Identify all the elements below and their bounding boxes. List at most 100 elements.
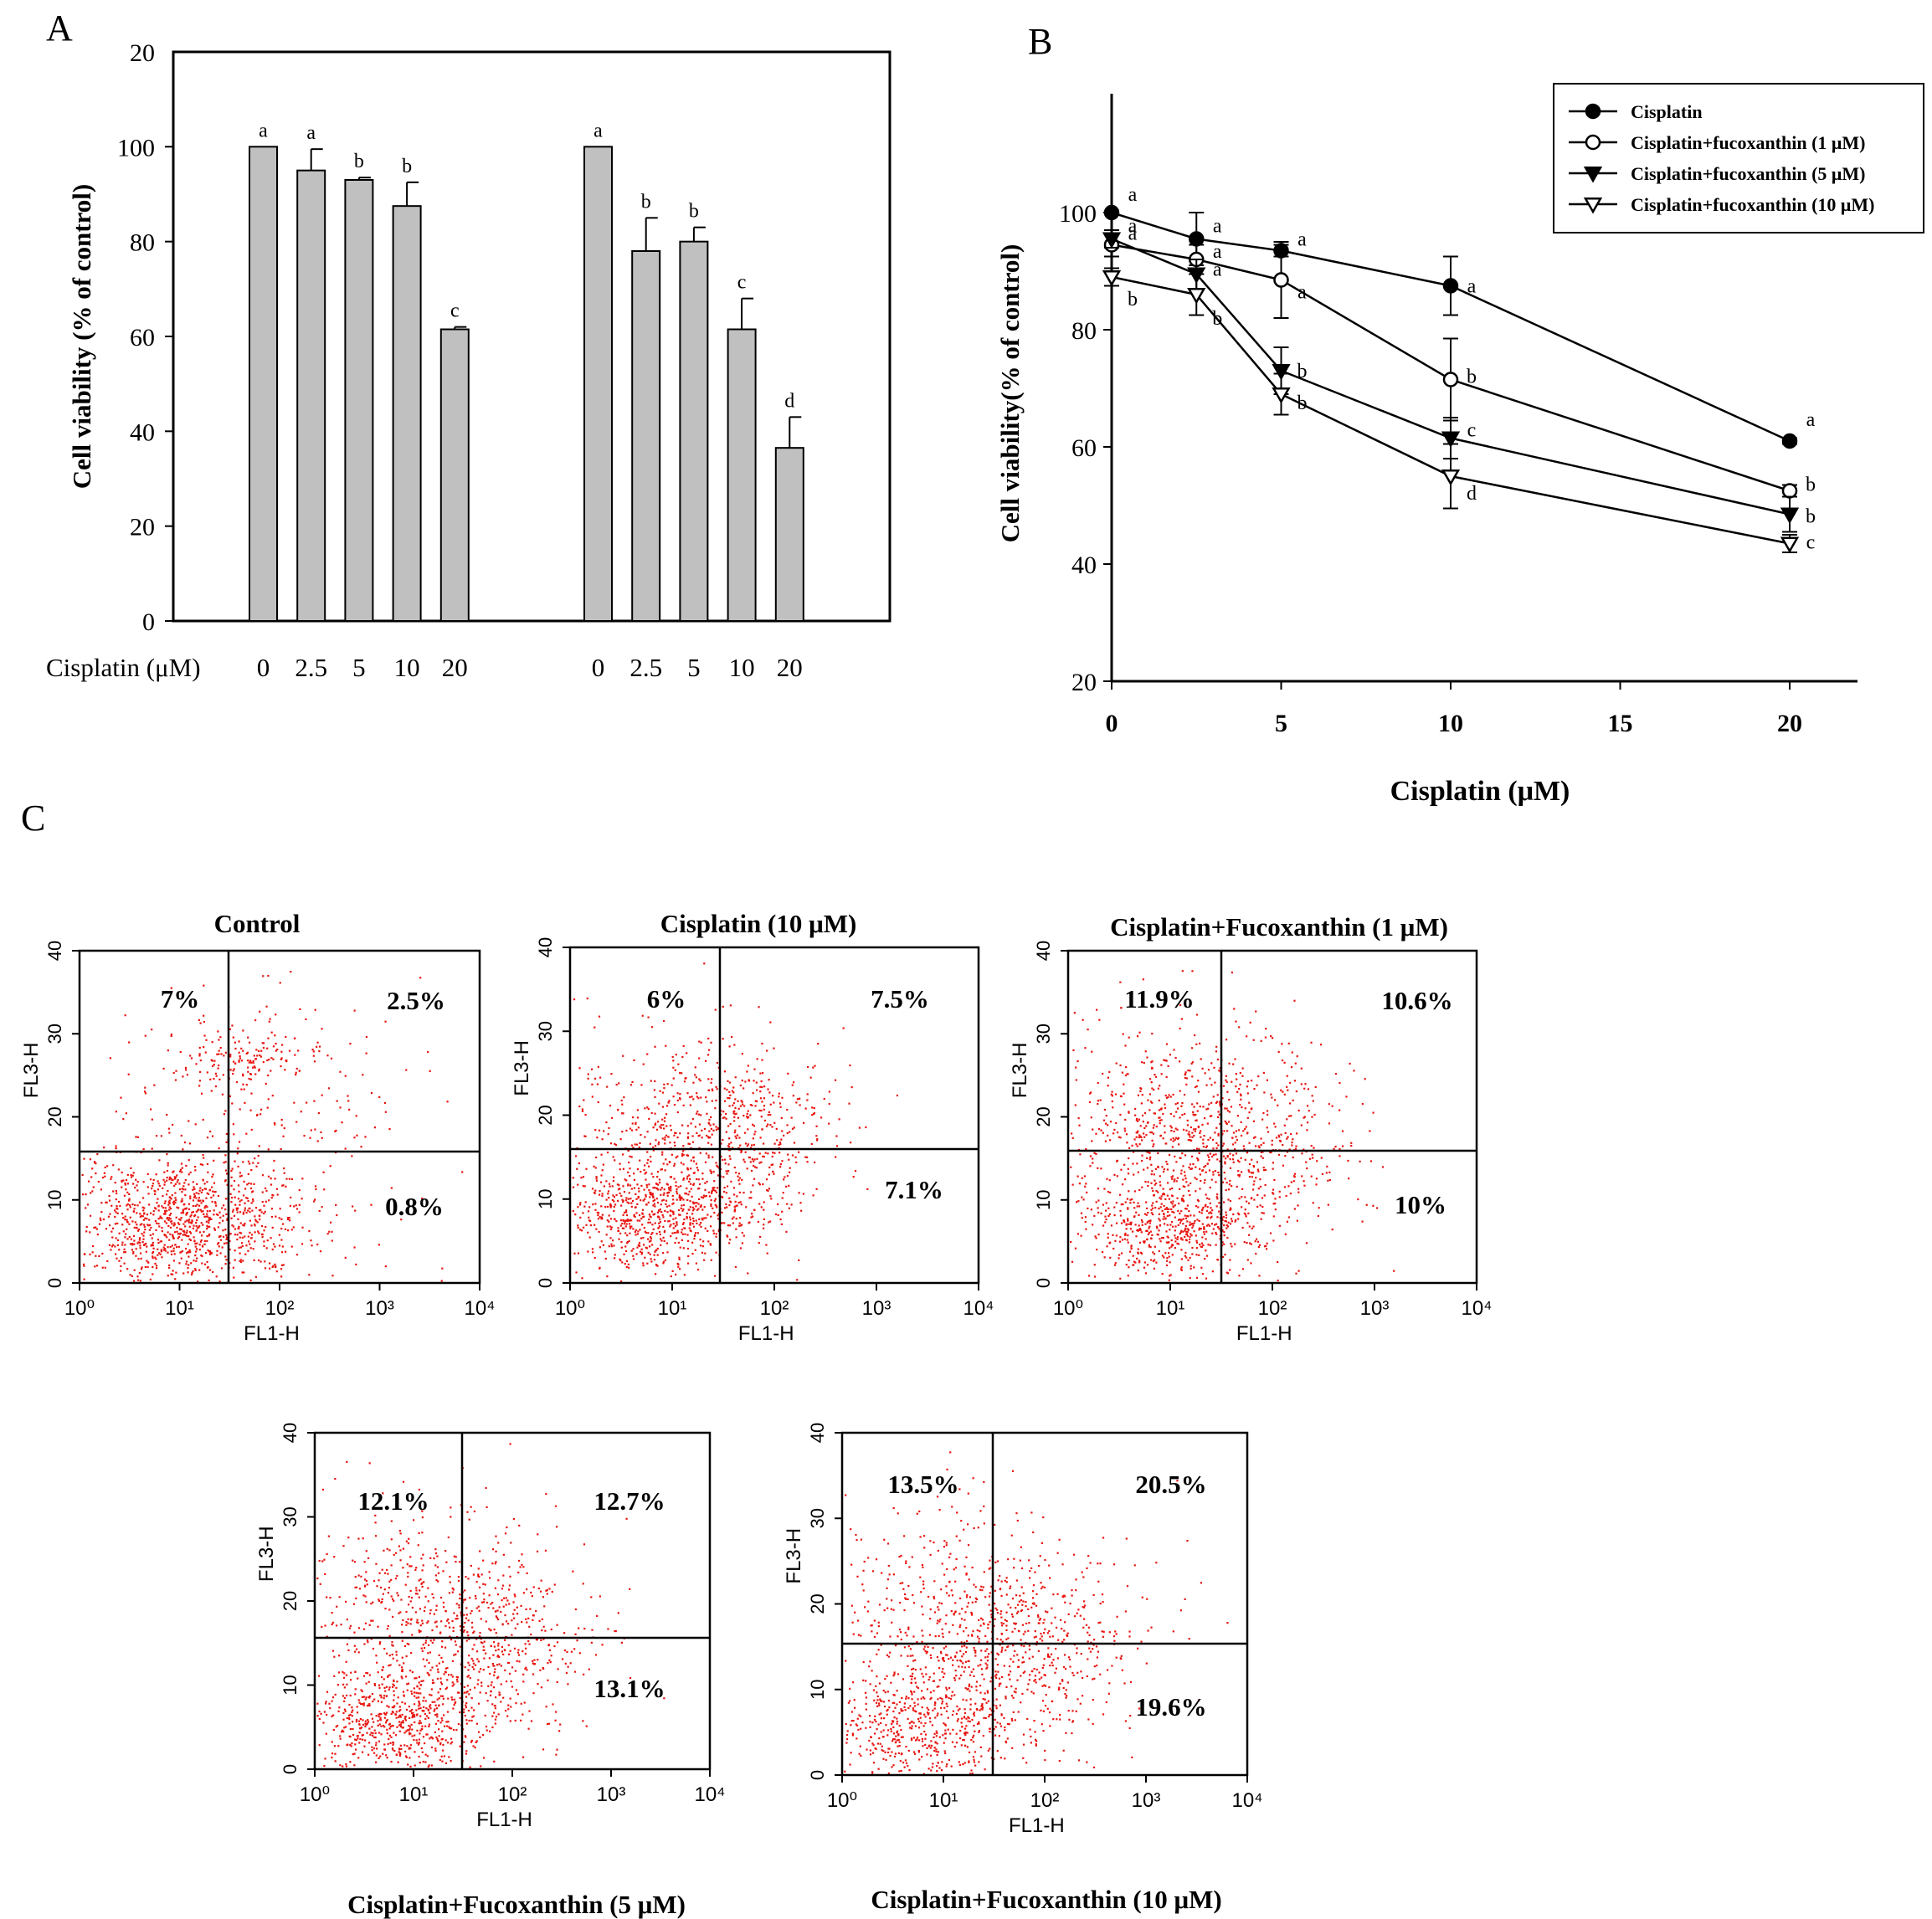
event-dot (1303, 1184, 1306, 1187)
event-dot (180, 1228, 182, 1231)
event-dot (230, 1184, 233, 1187)
event-dot (395, 1753, 398, 1756)
event-dot (96, 1153, 99, 1156)
event-dot (254, 1224, 256, 1227)
event-dot (404, 1675, 408, 1678)
event-dot (598, 1230, 600, 1234)
event-dot (149, 1178, 152, 1181)
event-dot (710, 1116, 712, 1119)
event-dot (1137, 1252, 1139, 1255)
event-dot (1286, 1085, 1288, 1088)
event-dot (374, 1732, 377, 1735)
event-dot (1293, 1208, 1296, 1210)
event-dot (1221, 1255, 1225, 1259)
event-dot (1164, 1142, 1167, 1145)
event-dot (146, 1186, 149, 1188)
event-dot (659, 1219, 661, 1221)
event-dot (1284, 1155, 1287, 1157)
event-dot (1252, 1166, 1256, 1168)
event-dot (1115, 1202, 1118, 1204)
event-dot (621, 1131, 624, 1133)
event-dot (1119, 1095, 1123, 1097)
event-dot (781, 1210, 784, 1213)
event-dot (1170, 1176, 1173, 1178)
event-dot (672, 1202, 675, 1204)
event-dot (152, 1178, 155, 1182)
event-dot (643, 1188, 645, 1191)
event-dot (630, 1225, 633, 1228)
event-dot (696, 1208, 699, 1211)
event-dot (198, 1080, 202, 1082)
event-dot (694, 1126, 696, 1128)
event-dot (753, 1143, 755, 1147)
event-dot (1311, 1116, 1313, 1118)
event-dot (761, 1042, 763, 1045)
event-dot (1158, 1099, 1160, 1102)
event-dot (398, 1724, 401, 1727)
event-dot (234, 1249, 236, 1252)
event-dot (1089, 1092, 1092, 1095)
event-dot (686, 1154, 688, 1157)
event-dot (679, 1198, 682, 1201)
event-dot (166, 1218, 168, 1220)
event-dot (286, 1217, 290, 1219)
event-dot (285, 1060, 288, 1062)
event-dot (789, 1131, 791, 1133)
event-dot (158, 1252, 161, 1255)
event-dot (735, 1218, 737, 1220)
event-dot (179, 1170, 182, 1172)
event-dot (806, 1099, 809, 1101)
event-dot (1248, 1225, 1251, 1228)
data-point (1780, 507, 1800, 525)
event-dot (746, 1070, 748, 1073)
event-dot (630, 1188, 633, 1190)
event-dot (1242, 1130, 1245, 1132)
event-dot (767, 1152, 769, 1155)
event-dot (250, 1168, 253, 1172)
event-dot (1144, 1050, 1147, 1053)
event-dot (709, 1244, 712, 1246)
event-dot (728, 1197, 731, 1199)
event-dot (1125, 1264, 1128, 1266)
event-dot (194, 1254, 197, 1257)
event-dot (621, 1227, 624, 1229)
event-dot (428, 1725, 430, 1728)
event-dot (408, 1726, 412, 1728)
event-dot (704, 1060, 707, 1062)
event-dot (696, 1169, 700, 1172)
event-dot (1260, 1218, 1262, 1220)
event-dot (578, 1203, 582, 1206)
event-dot (601, 1213, 604, 1216)
event-dot (218, 1241, 220, 1244)
event-dot (1319, 1044, 1323, 1046)
event-dot (657, 1215, 660, 1218)
event-dot (116, 1239, 120, 1241)
event-dot (1115, 1234, 1118, 1237)
x-tick-label-a: 2.5 (295, 653, 327, 682)
event-dot (1166, 1208, 1169, 1210)
event-dot (1151, 1187, 1154, 1189)
event-dot (152, 1257, 154, 1260)
event-dot (401, 1677, 403, 1680)
event-dot (179, 1251, 182, 1254)
event-dot (1186, 1234, 1189, 1237)
event-dot (737, 1116, 740, 1119)
event-dot (348, 1718, 351, 1721)
event-dot (683, 1274, 686, 1276)
event-dot (398, 1721, 401, 1723)
event-dot (1153, 1173, 1155, 1176)
event-dot (615, 1193, 618, 1197)
event-dot (413, 1714, 415, 1716)
event-dot (360, 1727, 363, 1729)
event-dot (217, 1226, 219, 1229)
event-dot (1195, 1043, 1198, 1045)
event-dot (727, 1170, 730, 1172)
event-dot (126, 1228, 128, 1230)
event-dot (1195, 1166, 1197, 1168)
event-dot (212, 1194, 215, 1197)
event-dot (636, 1233, 640, 1235)
event-dot (650, 1111, 653, 1115)
event-dot (1197, 1080, 1200, 1082)
event-dot (656, 1121, 660, 1123)
event-dot (1074, 1104, 1076, 1106)
